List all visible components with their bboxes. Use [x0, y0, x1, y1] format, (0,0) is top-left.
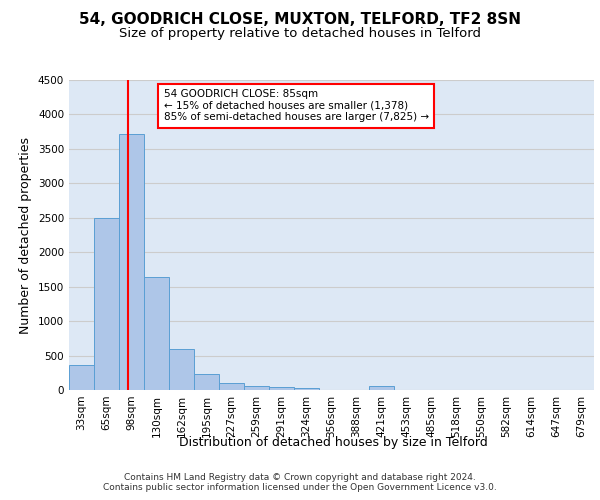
Bar — [169, 349, 194, 390]
Bar — [119, 134, 144, 390]
Bar — [94, 218, 119, 390]
Bar — [244, 386, 269, 390]
Text: 54, GOODRICH CLOSE, MUXTON, TELFORD, TF2 8SN: 54, GOODRICH CLOSE, MUXTON, TELFORD, TF2… — [79, 12, 521, 28]
Bar — [369, 386, 394, 390]
Bar — [69, 364, 94, 390]
Bar — [219, 383, 244, 390]
Bar — [144, 277, 169, 390]
Bar — [194, 374, 219, 390]
Bar — [294, 388, 319, 390]
Bar — [269, 387, 294, 390]
Text: 54 GOODRICH CLOSE: 85sqm
← 15% of detached houses are smaller (1,378)
85% of sem: 54 GOODRICH CLOSE: 85sqm ← 15% of detach… — [163, 90, 428, 122]
Y-axis label: Number of detached properties: Number of detached properties — [19, 136, 32, 334]
Text: Contains HM Land Registry data © Crown copyright and database right 2024.
Contai: Contains HM Land Registry data © Crown c… — [103, 473, 497, 492]
Text: Distribution of detached houses by size in Telford: Distribution of detached houses by size … — [179, 436, 487, 449]
Text: Size of property relative to detached houses in Telford: Size of property relative to detached ho… — [119, 28, 481, 40]
